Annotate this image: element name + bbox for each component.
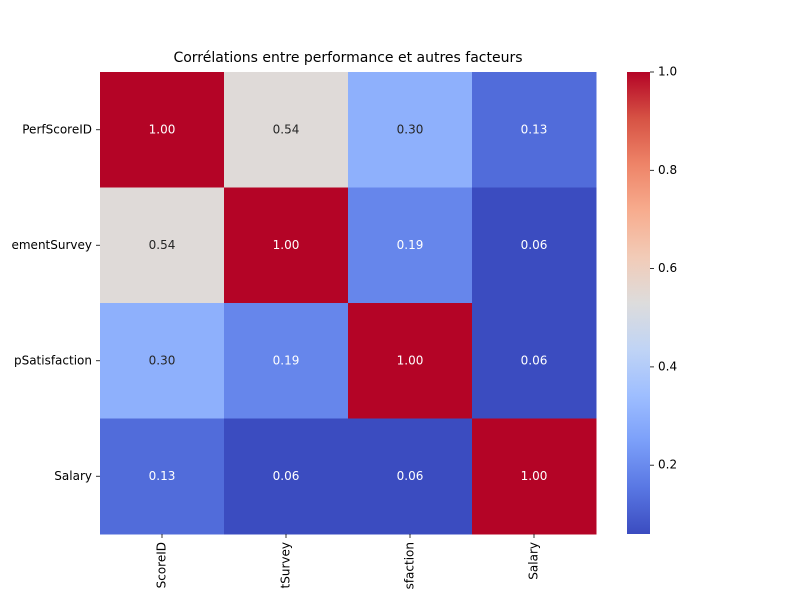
heatmap-cell <box>348 187 473 304</box>
heatmap-cell <box>100 303 225 419</box>
x-tick-label: Salary <box>527 542 541 580</box>
cell-label: 1.00 <box>521 469 548 483</box>
cell-label: 1.00 <box>149 122 176 136</box>
y-tick-label: pSatisfaction <box>14 353 92 367</box>
chart-title: Corrélations entre performance et autres… <box>173 50 522 66</box>
cell-label: 0.30 <box>149 353 176 367</box>
heatmap-cell <box>472 418 597 535</box>
heatmap-cell <box>100 72 225 188</box>
cell-label: 0.06 <box>521 353 548 367</box>
cell-label: 0.06 <box>521 238 548 252</box>
heatmap-cell <box>472 72 597 188</box>
cell-label: 1.00 <box>397 353 424 367</box>
colorbar-tick-label: 1.0 <box>658 65 677 79</box>
heatmap-cell <box>348 418 473 535</box>
heatmap-cell <box>348 72 473 188</box>
heatmap-cell <box>472 187 597 304</box>
cell-label: 0.54 <box>273 122 300 136</box>
colorbar-tick-label: 0.4 <box>658 359 677 373</box>
cell-label: 0.54 <box>149 238 176 252</box>
cell-label: 0.06 <box>273 469 300 483</box>
y-tick-label: PerfScoreID <box>22 122 92 136</box>
heatmap-cell <box>224 187 349 304</box>
cell-label: 0.30 <box>397 122 424 136</box>
colorbar-tick-label: 0.6 <box>658 261 677 275</box>
heatmap-cell <box>348 303 473 419</box>
y-tick-label: Salary <box>54 469 92 483</box>
x-tick-label: ScoreID <box>155 542 169 588</box>
colorbar <box>627 72 650 534</box>
cell-label: 0.13 <box>521 122 548 136</box>
cell-label: 1.00 <box>273 238 300 252</box>
y-tick-label: ementSurvey <box>11 238 92 252</box>
x-tick-label: tSurvey <box>279 542 293 588</box>
cell-label: 0.19 <box>273 353 300 367</box>
cell-label: 0.19 <box>397 238 424 252</box>
colorbar-tick-label: 0.8 <box>658 163 677 177</box>
x-tick-label: sfaction <box>403 542 417 589</box>
heatmap-cell <box>100 187 225 304</box>
heatmap-cell <box>100 418 225 535</box>
heatmap-cell <box>224 303 349 419</box>
heatmap-cell <box>224 418 349 535</box>
heatmap-cell <box>472 303 597 419</box>
cell-label: 0.06 <box>397 469 424 483</box>
colorbar-tick-label: 0.2 <box>658 458 677 472</box>
heatmap-cell <box>224 72 349 188</box>
cell-label: 0.13 <box>149 469 176 483</box>
